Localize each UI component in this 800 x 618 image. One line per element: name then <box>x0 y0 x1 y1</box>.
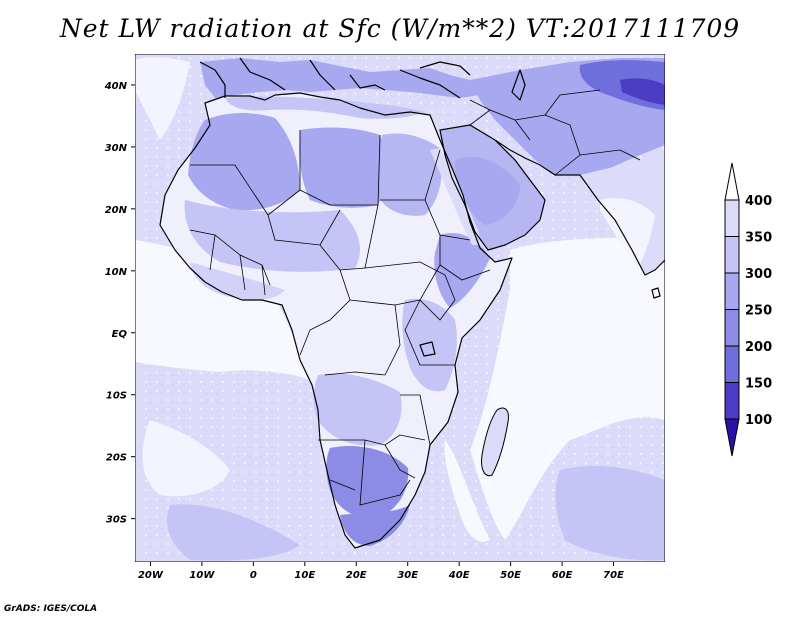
lon-tick-label: 70E <box>603 570 624 581</box>
himalaya-lowest <box>620 78 665 105</box>
colorbar-level-label: 250 <box>745 304 772 319</box>
country-borders <box>189 89 641 506</box>
south-atlantic-high-patch <box>142 420 230 497</box>
horn-of-africa-low <box>434 232 490 308</box>
kalahari-low <box>326 446 409 519</box>
equatorial-atlantic-high-band <box>135 240 310 380</box>
angola-zambia-mid <box>313 373 402 446</box>
map-plot-area <box>135 54 665 562</box>
credit-label: GrADS: IGES/COLA <box>4 604 98 614</box>
africa-coastline <box>159 92 513 549</box>
lake-victoria-coastline <box>419 341 436 357</box>
lon-tick-label: 50E <box>500 570 521 581</box>
lon-tick-label: 10W <box>189 570 215 581</box>
colorbar-level-label: 100 <box>745 413 772 428</box>
border-southern-africa <box>318 394 431 506</box>
persian-gulf-coastline <box>494 139 665 276</box>
colorbar-level-label: 150 <box>745 377 772 392</box>
madagascar-land <box>481 407 509 477</box>
black-caspian-coastline <box>419 61 526 101</box>
east-africa-mid <box>402 298 457 392</box>
sahara-west-low <box>188 113 300 211</box>
north-atlantic-high-patch <box>135 57 190 140</box>
colorbar-band <box>724 199 740 237</box>
border-west-africa <box>189 229 271 296</box>
arabia-coastline <box>439 124 546 251</box>
europe-land-field <box>200 58 480 98</box>
lon-tick-label: 20E <box>346 570 367 581</box>
lon-tick-label: 20W <box>138 570 164 581</box>
sahara-central-low <box>299 127 387 208</box>
south-indian-low-patch <box>555 465 665 561</box>
colorbar-level-label: 350 <box>745 231 772 246</box>
colorbar-band <box>724 382 740 420</box>
west-africa-coast-mid <box>190 262 285 300</box>
lat-tick-label: 30N <box>105 143 128 154</box>
lat-tick-label: 10N <box>105 267 128 278</box>
colorbar-level-label: 300 <box>745 267 772 282</box>
colorbar-bottom-arrow <box>724 418 740 457</box>
arabia-low-core <box>455 156 520 225</box>
lon-tick-label: 0 <box>250 570 257 581</box>
south-atlantic-low-patch <box>166 504 300 561</box>
lat-tick-label: EQ <box>112 329 128 340</box>
colorbar-top-arrow <box>724 162 740 201</box>
lon-tick-label: 30E <box>397 570 418 581</box>
red-sea <box>430 148 482 245</box>
colorbar-band <box>724 345 740 383</box>
border-middle-east <box>469 89 641 176</box>
europe-coastline <box>199 57 461 99</box>
lon-tick-label: 60E <box>552 570 573 581</box>
map-axes: 40N 30N 20N 10N EQ 10S 20S 30S 20W 10W 0 10E 20E 30E 4… <box>104 81 624 581</box>
sahel-mid <box>184 200 360 272</box>
colorbar: 400 350 300 250 200 150 100 <box>724 162 772 457</box>
border-central-africa <box>299 261 456 376</box>
colorbar-level-label: 400 <box>745 194 772 209</box>
lat-tick-label: 30S <box>106 515 127 526</box>
colorbar-band <box>724 272 740 310</box>
map-title: Net LW radiation at Sfc (W/m**2) VT:2017… <box>59 14 741 43</box>
lat-tick-label: 10S <box>106 391 127 402</box>
colorbar-band <box>724 309 740 347</box>
border-east-africa <box>404 199 491 366</box>
colorbar-band <box>724 236 740 274</box>
south-africa-low <box>340 505 410 546</box>
lat-tick-label: 20S <box>106 453 127 464</box>
indian-ocean-high-band <box>470 235 665 540</box>
mozambique-channel-high <box>444 440 490 542</box>
lat-tick-label: 20N <box>105 205 128 216</box>
lat-tick-label: 40N <box>104 81 128 92</box>
mediterranean-sea <box>225 96 425 119</box>
colorbar-level-label: 200 <box>745 340 772 355</box>
india-high <box>600 198 655 268</box>
sri-lanka-coastline <box>651 287 661 299</box>
lon-tick-label: 40E <box>448 570 470 581</box>
lon-tick-label: 10E <box>294 570 315 581</box>
coastlines <box>159 57 665 549</box>
